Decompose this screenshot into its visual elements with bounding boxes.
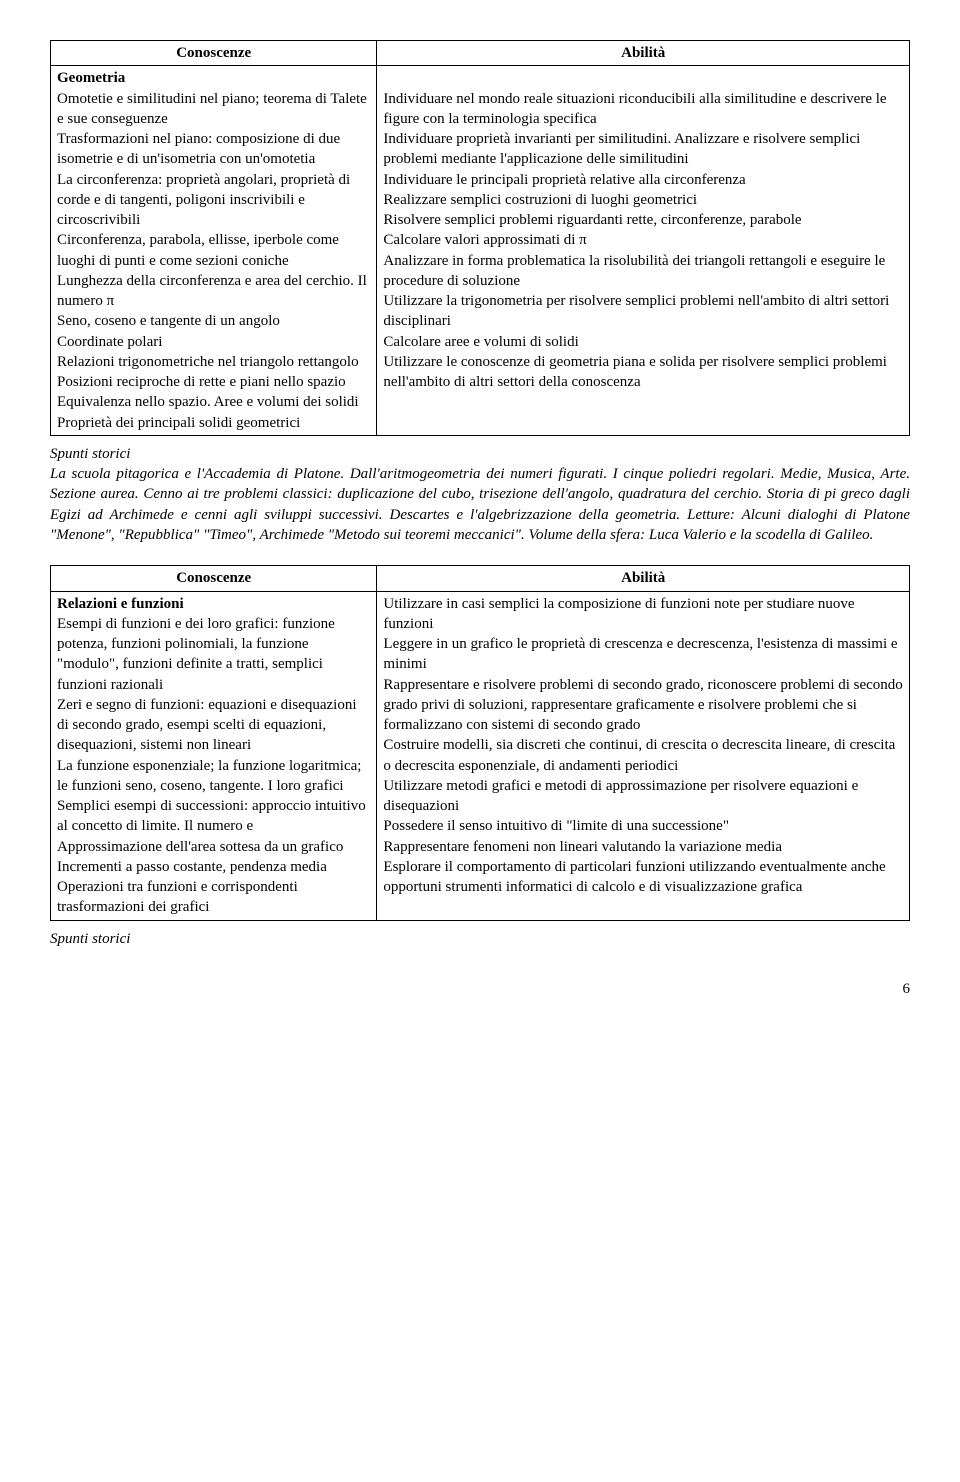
table2-right-body: Utilizzare in casi semplici la composizi…: [383, 596, 902, 896]
table1-header-left: Conoscenze: [51, 41, 377, 66]
table2-cell-left: Relazioni e funzioni Esempi di funzioni …: [51, 591, 377, 920]
table1-cell-left: Geometria Omotetie e similitudini nel pi…: [51, 66, 377, 436]
table2-left-title: Relazioni e funzioni: [57, 596, 184, 612]
table1-right-body: Individuare nel mondo reale situazioni r…: [383, 91, 889, 391]
spunti-storici-1: Spunti storici La scuola pitagorica e l'…: [50, 444, 910, 545]
table2-header-right: Abilità: [377, 566, 910, 591]
spunti1-body: La scuola pitagorica e l'Accademia di Pl…: [50, 466, 910, 543]
spunti1-label: Spunti storici: [50, 446, 130, 462]
spunti2-label: Spunti storici: [50, 931, 130, 947]
table1-left-title: Geometria: [57, 70, 125, 86]
table2-left-body: Esempi di funzioni e dei loro grafici: f…: [57, 616, 366, 916]
table2-cell-right: Utilizzare in casi semplici la composizi…: [377, 591, 910, 920]
table1-cell-right: Individuare nel mondo reale situazioni r…: [377, 66, 910, 436]
table1-left-body: Omotetie e similitudini nel piano; teore…: [57, 91, 367, 431]
page-number: 6: [50, 979, 910, 999]
spunti-storici-2: Spunti storici: [50, 929, 910, 949]
table-geometria: Conoscenze Abilità Geometria Omotetie e …: [50, 40, 910, 436]
table2-header-left: Conoscenze: [51, 566, 377, 591]
table-relazioni-funzioni: Conoscenze Abilità Relazioni e funzioni …: [50, 565, 910, 920]
table1-header-right: Abilità: [377, 41, 910, 66]
